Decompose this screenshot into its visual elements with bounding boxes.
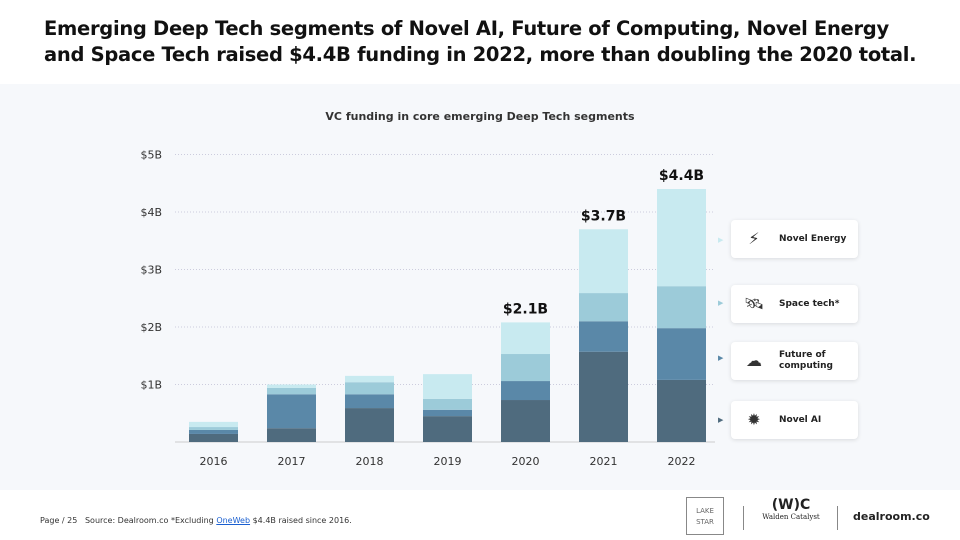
legend-arrow: ▶ xyxy=(718,354,724,362)
legend-label: Novel AI xyxy=(779,414,822,425)
bar-segment-novel-energy xyxy=(267,384,316,388)
y-tick-label: $3B xyxy=(140,264,162,277)
cloud-computing-icon: ☁ xyxy=(746,351,762,370)
walden-logo: (W)C Walden Catalyst xyxy=(758,497,824,521)
bar-segment-novel-ai xyxy=(189,433,238,442)
ai-chip-icon: ✹ xyxy=(747,410,761,429)
bar-segment-future-of-computing xyxy=(657,328,706,380)
dealroom-logo: dealroom.co xyxy=(853,510,930,523)
y-tick-label: $4B xyxy=(140,206,162,219)
bar-segment-novel-energy xyxy=(579,229,628,294)
bar-segment-novel-energy xyxy=(345,375,394,383)
bar-segment-novel-ai xyxy=(657,379,706,442)
bar-segment-future-of-computing xyxy=(267,394,316,429)
x-tick-label: 2022 xyxy=(668,455,696,468)
divider xyxy=(837,506,838,530)
x-tick-label: 2018 xyxy=(356,455,384,468)
bar-segment-space-tech- xyxy=(267,387,316,395)
total-label: $3.7B xyxy=(581,208,626,224)
bar-segment-novel-ai xyxy=(579,351,628,442)
bar-segment-novel-energy xyxy=(189,421,238,428)
bar-segment-novel-energy xyxy=(423,374,472,399)
lakestar-logo: LAKE STAR xyxy=(686,497,724,535)
bar-segment-future-of-computing xyxy=(579,321,628,352)
x-tick-label: 2021 xyxy=(590,455,618,468)
legend-arrow: ▶ xyxy=(718,236,724,244)
legend-novel-ai: ✹ Novel AI xyxy=(731,401,858,439)
x-tick-label: 2020 xyxy=(512,455,540,468)
legend-label: Future of computing xyxy=(779,350,833,371)
legend-future-computing: ☁ Future of computing xyxy=(731,342,858,380)
walden-name: Walden Catalyst xyxy=(762,513,820,521)
bar-segment-future-of-computing xyxy=(189,429,238,434)
x-tick-label: 2019 xyxy=(434,455,462,468)
bar-segment-novel-energy xyxy=(657,189,706,287)
x-tick-label: 2017 xyxy=(278,455,306,468)
y-tick-label: $1B xyxy=(140,379,162,392)
bar-segment-future-of-computing xyxy=(423,409,472,417)
slide-title: Emerging Deep Tech segments of Novel AI,… xyxy=(44,17,917,66)
oneweb-link[interactable]: OneWeb xyxy=(216,516,251,525)
satellite-icon: 🛰 xyxy=(743,294,765,313)
legend-arrow: ▶ xyxy=(718,416,724,424)
bar-segment-novel-ai xyxy=(423,416,472,442)
bar-segment-space-tech- xyxy=(189,427,238,430)
bar-segment-novel-energy xyxy=(501,322,550,355)
source-text: Source: Dealroom.co *Excluding xyxy=(84,516,214,525)
y-tick-label: $5B xyxy=(140,149,162,162)
legend-arrow: ▶ xyxy=(718,299,724,307)
total-label: $2.1B xyxy=(503,301,548,317)
bar-segment-space-tech- xyxy=(423,398,472,410)
source-text-rest: $4.4B raised since 2016. xyxy=(252,516,352,525)
bar-segment-space-tech- xyxy=(501,354,550,382)
bar-segment-future-of-computing xyxy=(501,381,550,401)
lightning-icon: ⚡ xyxy=(748,229,760,248)
chart-title: VC funding in core emerging Deep Tech se… xyxy=(325,110,635,123)
bar-segment-space-tech- xyxy=(657,286,706,329)
legend-label: Novel Energy xyxy=(779,233,847,244)
bar-segment-future-of-computing xyxy=(345,394,394,409)
legend-novel-energy: ⚡ Novel Energy xyxy=(731,220,858,258)
legend-label: Space tech* xyxy=(779,298,840,309)
footer: Page / 25 Source: Dealroom.co *Excluding… xyxy=(40,516,352,525)
walden-mark: (W)C xyxy=(771,497,811,513)
x-tick-label: 2016 xyxy=(200,455,228,468)
page-number: Page / 25 xyxy=(40,516,78,525)
total-label: $4.4B xyxy=(659,168,704,184)
y-tick-label: $2B xyxy=(140,321,162,334)
bar-segment-novel-ai xyxy=(345,408,394,442)
bar-segment-space-tech- xyxy=(345,382,394,395)
bar-segment-space-tech- xyxy=(579,293,628,322)
bar-segment-novel-ai xyxy=(501,400,550,442)
divider xyxy=(743,506,744,530)
legend-space-tech: 🛰 Space tech* xyxy=(731,285,858,323)
bar-segment-novel-ai xyxy=(267,428,316,442)
